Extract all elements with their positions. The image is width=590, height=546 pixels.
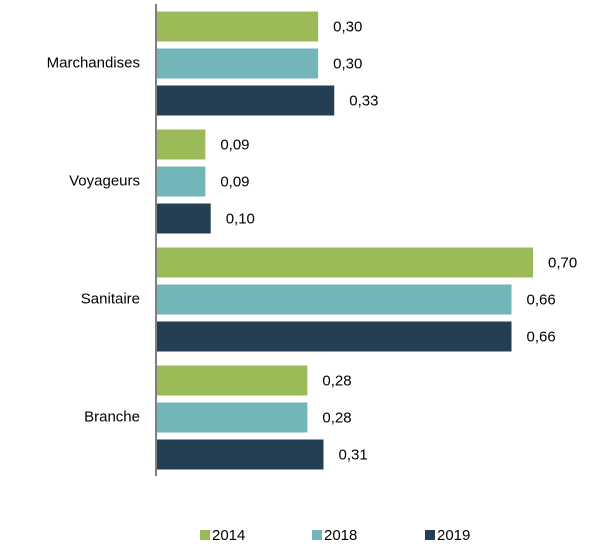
value-label: 0,28: [322, 409, 351, 426]
bar: [157, 11, 319, 42]
value-label: 0,28: [322, 372, 351, 389]
category-label: Sanitaire: [81, 290, 140, 307]
bar: [157, 284, 512, 315]
category-label: Marchandises: [47, 54, 140, 71]
value-label: 0,70: [548, 254, 577, 271]
legend-swatch: [425, 530, 435, 540]
value-label: 0,30: [333, 18, 362, 35]
bar: [157, 321, 512, 352]
value-label: 0,10: [226, 210, 255, 227]
legend-swatch: [312, 530, 322, 540]
category-label: Voyageurs: [69, 172, 140, 189]
value-label: 0,09: [220, 136, 249, 153]
value-label: 0,31: [339, 446, 368, 463]
legend-swatch: [200, 530, 210, 540]
bar: [157, 203, 211, 234]
bar: [157, 365, 308, 396]
bar: [157, 129, 206, 160]
legend-label: 2019: [437, 527, 470, 544]
bar: [157, 402, 308, 433]
bar: [157, 247, 533, 278]
legend-label: 2018: [324, 527, 357, 544]
value-label: 0,66: [527, 291, 556, 308]
value-label: 0,30: [333, 55, 362, 72]
category-label: Branche: [84, 408, 140, 425]
value-label: 0,33: [349, 92, 378, 109]
legend-label: 2014: [212, 527, 245, 544]
bar: [157, 85, 335, 116]
bar: [157, 166, 206, 197]
bar: [157, 48, 319, 79]
value-label: 0,09: [220, 173, 249, 190]
bar: [157, 439, 324, 470]
value-label: 0,66: [527, 328, 556, 345]
